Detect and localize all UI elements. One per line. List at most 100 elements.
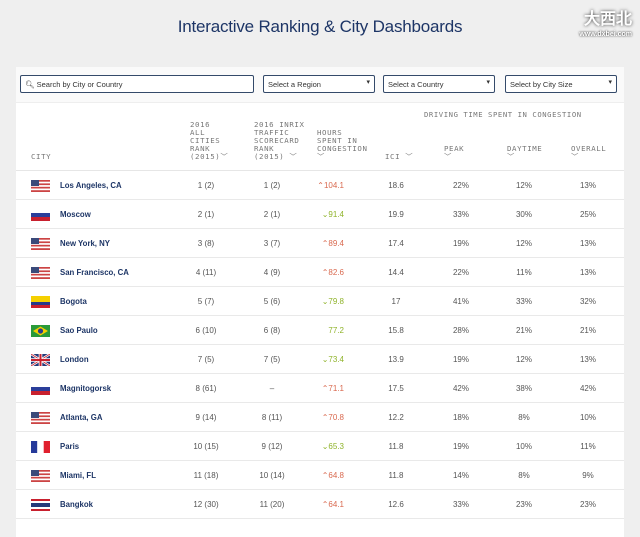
city-name[interactable]: Moscow [60, 210, 91, 219]
header-peak[interactable]: PEAK ﹀ [444, 145, 464, 161]
city-name[interactable]: Sao Paulo [60, 326, 98, 335]
flag-gb-icon [31, 354, 50, 366]
caret-icon: ▾ [608, 79, 612, 86]
overall-value: 13% [579, 355, 596, 364]
hours-cell: ⌄79.8 [302, 297, 344, 306]
city-name[interactable]: San Francisco, CA [60, 268, 129, 277]
ici-value: 19.9 [388, 210, 404, 219]
header-line: CONGESTION [317, 144, 368, 153]
city-size-select[interactable]: Select by City Size ▾ [505, 75, 617, 93]
watermark-logo: 大西北 www.dxbei.com [540, 10, 632, 54]
trend-up-icon: ⌃ [321, 471, 329, 480]
table-row[interactable]: Paris 10 (15) 9 (12) ⌄65.3 11.8 19% 10% … [16, 432, 624, 461]
trend-up-icon: ⌃ [321, 500, 329, 509]
table-row[interactable]: London 7 (5) 7 (5) ⌄73.4 13.9 19% 12% 13… [16, 345, 624, 374]
table-row[interactable]: Bogota 5 (7) 5 (6) ⌄79.8 17 41% 33% 32% [16, 287, 624, 316]
header-line: (2015) [190, 152, 221, 161]
page-title: Interactive Ranking & City Dashboards [177, 17, 463, 36]
table-row[interactable]: Moscow 2 (1) 2 (1) ⌄91.4 19.9 33% 30% 25… [16, 200, 624, 229]
caret-icon: ▾ [366, 79, 370, 86]
table-row[interactable]: Los Angeles, CA 1 (2) 1 (2) ⌃104.1 18.6 … [16, 171, 624, 200]
trend-down-icon: ⌄ [321, 442, 329, 451]
city-name[interactable]: Los Angeles, CA [60, 181, 122, 190]
city-name[interactable]: Bangkok [60, 500, 93, 509]
header-line: OVERALL [571, 144, 607, 153]
header-line: PEAK [444, 144, 465, 153]
table-row[interactable]: New York, NY 3 (8) 3 (7) ⌃89.4 17.4 19% … [16, 229, 624, 258]
flag-fr-icon [31, 441, 50, 453]
hours-cell: ⌃64.8 [302, 471, 344, 480]
table-row[interactable]: San Francisco, CA 4 (11) 4 (9) ⌃82.6 14.… [16, 258, 624, 287]
region-select[interactable]: Select a Region ▾ [263, 75, 375, 93]
hours-value: 70.8 [328, 413, 344, 422]
search-input[interactable]: 🔍︎ Search by City or Country [20, 75, 254, 93]
hours-value: 77.2 [328, 326, 344, 335]
flag-co-icon [31, 296, 50, 308]
header-overall[interactable]: OVERALL ﹀ [571, 145, 606, 161]
daytime-value: 33% [515, 297, 532, 306]
daytime-value: 23% [515, 500, 532, 509]
hours-cell: 77.2 [302, 326, 344, 335]
city-name[interactable]: Atlanta, GA [60, 413, 103, 422]
hours-value: 89.4 [328, 239, 344, 248]
header-line: TRAFFIC [254, 128, 290, 137]
sort-chevron-icon: ﹀ [317, 152, 325, 161]
country-select[interactable]: Select a Country ▾ [383, 75, 495, 93]
all-cities-rank: 8 (61) [195, 384, 217, 393]
peak-value: 22% [452, 181, 469, 190]
overall-value: 13% [579, 239, 596, 248]
table-row[interactable]: Miami, FL 11 (18) 10 (14) ⌃64.8 11.8 14%… [16, 461, 624, 490]
trend-up-icon: ⌃ [321, 239, 329, 248]
all-cities-rank: 11 (18) [193, 471, 219, 480]
header-daytime[interactable]: DAYTIME ﹀ [507, 145, 542, 161]
daytime-value: 30% [515, 210, 532, 219]
table-row[interactable]: Sao Paulo 6 (10) 6 (8) 77.2 15.8 28% 21%… [16, 316, 624, 345]
hours-cell: ⌃89.4 [302, 239, 344, 248]
hours-value: 104.1 [323, 181, 344, 190]
header-line: HOURS [317, 128, 343, 137]
table-row[interactable]: Atlanta, GA 9 (14) 8 (11) ⌃70.8 12.2 18%… [16, 403, 624, 432]
all-cities-rank: 5 (7) [197, 297, 215, 306]
all-cities-rank: 10 (15) [193, 442, 219, 451]
ici-value: 12.2 [388, 413, 404, 422]
hours-value: 79.8 [328, 297, 344, 306]
inrix-rank: – [269, 384, 275, 393]
overall-value: 21% [579, 326, 596, 335]
flag-ru-icon [31, 383, 50, 395]
header-line: 2016 INRIX [254, 120, 305, 129]
inrix-rank: 8 (11) [261, 413, 283, 422]
city-name[interactable]: Bogota [60, 297, 87, 306]
peak-value: 33% [452, 210, 469, 219]
peak-value: 22% [452, 268, 469, 277]
city-name[interactable]: Miami, FL [60, 471, 96, 480]
flag-us-icon [31, 267, 50, 279]
ici-value: 11.8 [388, 471, 404, 480]
trend-up-icon: ⌃ [321, 268, 329, 277]
table-row[interactable]: Magnitogorsk 8 (61) – ⌃71.1 17.5 42% 38%… [16, 374, 624, 403]
ici-value: 13.9 [388, 355, 404, 364]
header-ici[interactable]: ICI ﹀ [385, 153, 413, 161]
peak-value: 19% [452, 442, 469, 451]
daytime-value: 12% [515, 355, 532, 364]
city-name[interactable]: London [60, 355, 89, 364]
hours-cell: ⌃82.6 [302, 268, 344, 277]
header-city[interactable]: CITY [31, 152, 52, 161]
inrix-rank: 4 (9) [263, 268, 281, 277]
city-name[interactable]: New York, NY [60, 239, 110, 248]
daytime-value: 11% [516, 268, 532, 277]
trend-up-icon: ⌃ [321, 384, 329, 393]
trend-up-icon: ⌃ [317, 181, 324, 190]
header-hours[interactable]: HOURS SPENT IN CONGESTION ﹀ [317, 129, 368, 161]
header-inrix-rank[interactable]: 2016 INRIX TRAFFIC SCORECARD RANK (2015) ﹀ [254, 121, 305, 161]
ici-value: 17.4 [388, 239, 404, 248]
hours-value: 73.4 [328, 355, 344, 364]
header-all-cities-rank[interactable]: 2016 ALL CITIES RANK (2015)﹀ [190, 121, 228, 161]
ici-value: 17.5 [388, 384, 404, 393]
table-row[interactable]: Bangkok 12 (30) 11 (20) ⌃64.1 12.6 33% 2… [16, 490, 624, 519]
sort-chevron-icon: ﹀ [289, 152, 298, 161]
trend-down-icon: ⌄ [321, 297, 329, 306]
hours-cell: ⌃104.1 [302, 181, 344, 190]
city-name[interactable]: Magnitogorsk [60, 384, 112, 393]
city-name[interactable]: Paris [60, 442, 80, 451]
sort-chevron-icon: ﹀ [571, 152, 579, 161]
